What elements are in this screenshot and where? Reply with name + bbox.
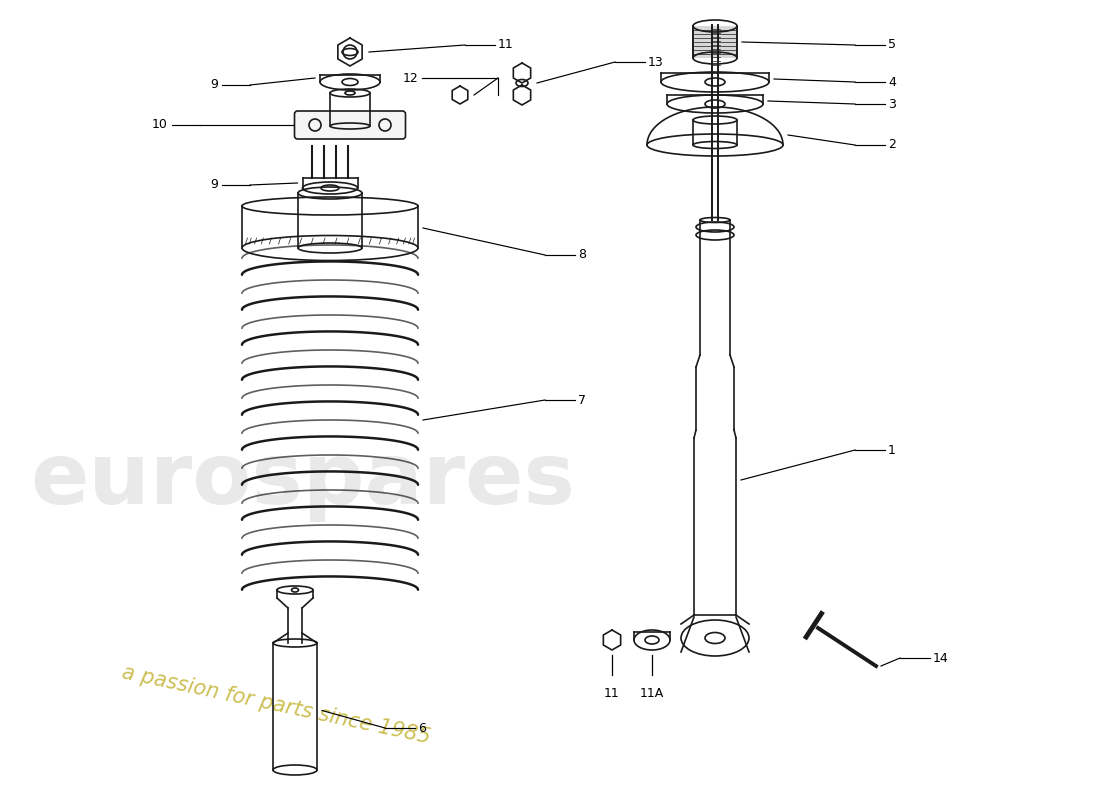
Text: 3: 3 xyxy=(888,98,895,110)
Text: 9: 9 xyxy=(210,178,218,191)
Text: 4: 4 xyxy=(888,75,895,89)
Text: 7: 7 xyxy=(578,394,586,406)
Text: 13: 13 xyxy=(648,55,663,69)
Text: 6: 6 xyxy=(418,722,426,734)
Text: 12: 12 xyxy=(403,71,418,85)
Text: 10: 10 xyxy=(152,118,168,131)
FancyBboxPatch shape xyxy=(295,111,406,139)
Text: 5: 5 xyxy=(888,38,896,51)
Bar xyxy=(693,26,737,58)
Text: 11A: 11A xyxy=(640,687,664,700)
Text: 9: 9 xyxy=(210,78,218,91)
Text: 14: 14 xyxy=(933,651,948,665)
Text: eurospares: eurospares xyxy=(30,438,575,522)
Text: 8: 8 xyxy=(578,249,586,262)
Text: 1: 1 xyxy=(888,443,895,457)
Text: 2: 2 xyxy=(888,138,895,151)
Text: 11: 11 xyxy=(498,38,514,51)
Text: 11: 11 xyxy=(604,687,620,700)
Text: a passion for parts since 1985: a passion for parts since 1985 xyxy=(120,662,432,747)
